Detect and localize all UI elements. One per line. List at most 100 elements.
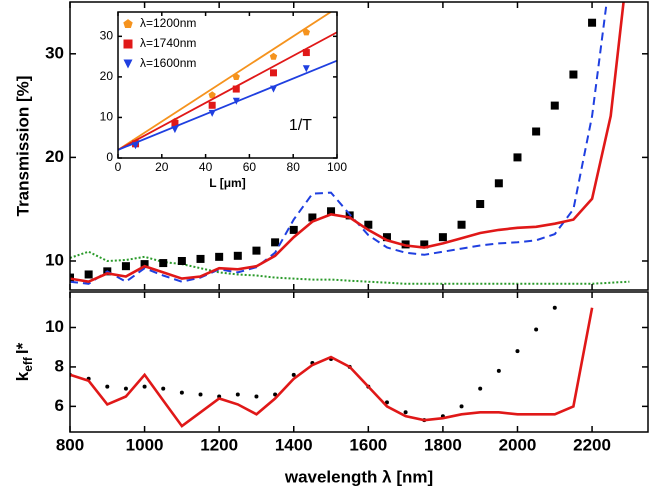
fit-line (118, 31, 337, 151)
marker (302, 49, 310, 57)
line-dashed (70, 2, 608, 285)
legend-label: λ=1740nm (140, 36, 196, 50)
legend-marker (123, 19, 133, 28)
data-square (121, 262, 130, 271)
marker (208, 91, 216, 99)
x-tick-label: 1200 (200, 435, 238, 454)
data-square (494, 179, 503, 188)
y-tick-label: 0 (106, 150, 113, 164)
y-label-sub: eff (21, 356, 35, 372)
fit-line (118, 59, 337, 151)
line-solid (70, 2, 625, 284)
data-square (438, 233, 447, 242)
line-solid (70, 307, 594, 428)
legend-marker (123, 59, 133, 69)
data-square (70, 273, 74, 282)
data-square (233, 251, 242, 260)
y-label-main: k (13, 371, 32, 381)
x-tick-label: 100 (327, 160, 347, 174)
data-dot (235, 392, 240, 397)
data-square (476, 200, 485, 209)
marker (171, 120, 179, 128)
legend-label: λ=1200nm (140, 16, 196, 30)
data-dot (123, 386, 128, 391)
data-square (420, 240, 429, 249)
plot-area (70, 2, 630, 285)
y-label-rest: l* (13, 342, 32, 354)
x-tick-label: 40 (199, 160, 213, 174)
plot-area (70, 305, 594, 428)
data-square (569, 70, 578, 79)
data-dot (142, 384, 147, 389)
line-dotted (70, 250, 630, 285)
data-dot (179, 390, 184, 395)
data-dot (161, 386, 166, 391)
x-tick-label: 1800 (424, 435, 462, 454)
y-tick-label: 6 (55, 396, 64, 415)
x-tick-label: 20 (155, 160, 169, 174)
plot-area (118, 12, 337, 151)
marker (132, 142, 139, 150)
data-square (532, 127, 541, 136)
data-dot (515, 349, 520, 354)
data-square (308, 213, 317, 222)
y-tick-label: 8 (55, 356, 64, 375)
y-tick-label: 30 (45, 43, 64, 62)
data-dot (403, 410, 408, 415)
x-tick-label: 800 (56, 435, 84, 454)
y-tick-label: 20 (45, 147, 64, 166)
data-square (382, 233, 391, 242)
marker (171, 126, 179, 134)
data-dot (459, 404, 464, 409)
plot-frame (69, 291, 649, 433)
marker (302, 65, 310, 73)
y-tick-label: 10 (45, 317, 64, 336)
x-tick-label: 2000 (499, 435, 537, 454)
data-square (196, 254, 205, 263)
data-square (84, 270, 93, 279)
data-square (271, 238, 280, 247)
x-tick-label: 1400 (275, 435, 313, 454)
marker (232, 85, 240, 93)
data-square (177, 256, 186, 265)
x-axis-label: wavelength λ [nm] (284, 467, 433, 486)
data-square (588, 18, 597, 27)
data-square (159, 259, 168, 268)
marker (232, 73, 240, 80)
legend-marker (123, 39, 133, 49)
data-dot (496, 368, 501, 373)
marker (269, 69, 277, 77)
data-square (550, 101, 559, 110)
marker (232, 97, 240, 105)
data-square (457, 220, 466, 229)
data-dot (198, 392, 203, 397)
data-square (289, 225, 298, 234)
plot-frame (69, 1, 649, 291)
y-axis-label: keff l* (13, 342, 35, 381)
data-square (252, 246, 261, 255)
y-tick-label: 10 (45, 250, 64, 269)
annotation: 1/T (289, 117, 312, 134)
marker (269, 52, 278, 60)
y-axis-label: Transmission [%] (13, 76, 32, 217)
fit-line (118, 12, 333, 151)
data-square (327, 207, 336, 216)
x-tick-label: 2200 (573, 435, 611, 454)
x-tick-label: 80 (287, 160, 301, 174)
data-dot (273, 392, 278, 397)
x-tick-label: 0 (115, 160, 122, 174)
x-tick-label: 1600 (349, 435, 387, 454)
data-dot (478, 386, 483, 391)
x-axis-label: L [μm] (209, 176, 245, 190)
data-dot (552, 305, 557, 310)
y-tick-label: 30 (100, 29, 114, 43)
data-dot (105, 384, 110, 389)
x-tick-label: 60 (243, 160, 257, 174)
legend-label: λ=1600nm (140, 56, 196, 70)
data-dot (291, 372, 296, 377)
marker (302, 28, 310, 36)
marker (208, 109, 216, 117)
data-dot (534, 327, 539, 332)
data-dot (254, 394, 259, 399)
